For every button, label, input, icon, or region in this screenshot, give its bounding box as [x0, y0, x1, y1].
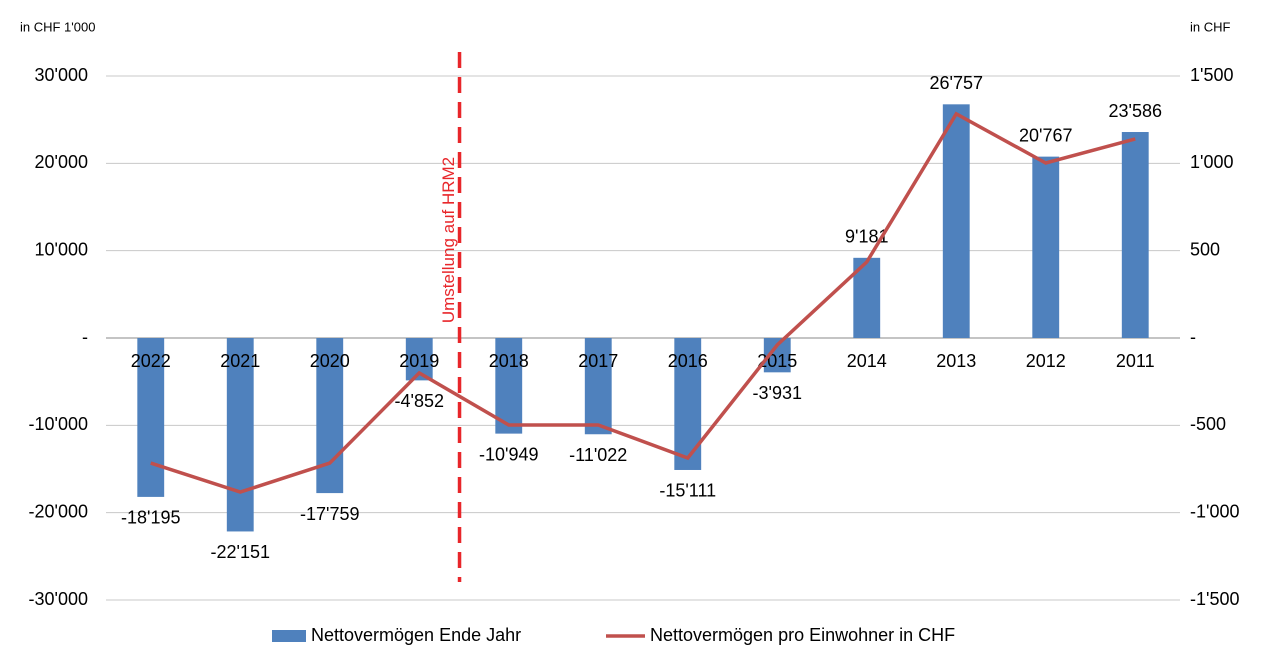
y-tick-label: 20'000: [35, 152, 89, 172]
y-tick-label: -30'000: [29, 589, 88, 609]
x-tick-label: 2013: [936, 351, 976, 371]
data-label: -15'111: [659, 481, 716, 501]
data-label: -10'949: [479, 444, 538, 464]
data-label: 20'767: [1019, 125, 1073, 145]
x-tick-label: 2014: [847, 351, 887, 371]
y-tick-label: -20'000: [29, 501, 88, 521]
data-label: -11'022: [569, 445, 627, 465]
bar: [226, 338, 254, 532]
bar: [495, 338, 523, 434]
x-tick-label: 2017: [578, 351, 618, 371]
y2-tick-label: -1'500: [1190, 589, 1239, 609]
legend-label: Nettovermögen Ende Jahr: [311, 625, 521, 645]
bar: [584, 338, 612, 435]
legend-label: Nettovermögen pro Einwohner in CHF: [650, 625, 955, 645]
data-label: 26'757: [930, 73, 984, 93]
y2-tick-label: -500: [1190, 414, 1226, 434]
annotation-text: Umstellung auf HRM2: [439, 157, 458, 323]
y-tick-label: -: [82, 327, 88, 347]
y2-tick-label: 1'000: [1190, 152, 1233, 172]
x-tick-label: 2022: [131, 351, 171, 371]
data-label: -18'195: [121, 508, 180, 528]
data-label: -3'931: [753, 383, 802, 403]
line-series: [150, 111, 1136, 494]
y2-axis-label: in CHF: [1190, 19, 1231, 34]
x-tick-label: 2018: [489, 351, 529, 371]
x-tick-label: 2016: [668, 351, 708, 371]
legend-swatch: [272, 630, 306, 642]
y-axis-label: in CHF 1'000: [20, 19, 95, 34]
x-tick-label: 2012: [1026, 351, 1066, 371]
y2-tick-label: -1'000: [1190, 501, 1239, 521]
bar: [1121, 132, 1149, 338]
x-tick-label: 2021: [220, 351, 260, 371]
data-label: -4'852: [395, 391, 444, 411]
y-tick-label: 10'000: [35, 239, 89, 259]
x-tick-label: 2011: [1116, 351, 1155, 371]
y-tick-label: 30'000: [35, 65, 89, 85]
bar: [1032, 156, 1060, 338]
y2-tick-label: 1'500: [1190, 65, 1233, 85]
data-label: -17'759: [300, 504, 359, 524]
bar: [137, 338, 165, 497]
x-tick-label: 2019: [399, 351, 439, 371]
y-tick-label: -10'000: [29, 414, 88, 434]
data-label: -22'151: [211, 542, 270, 562]
y2-tick-label: -: [1190, 327, 1196, 347]
y2-tick-label: 500: [1190, 239, 1220, 259]
bar: [942, 104, 970, 338]
x-tick-label: 2020: [310, 351, 350, 371]
data-label: 23'586: [1109, 101, 1163, 121]
